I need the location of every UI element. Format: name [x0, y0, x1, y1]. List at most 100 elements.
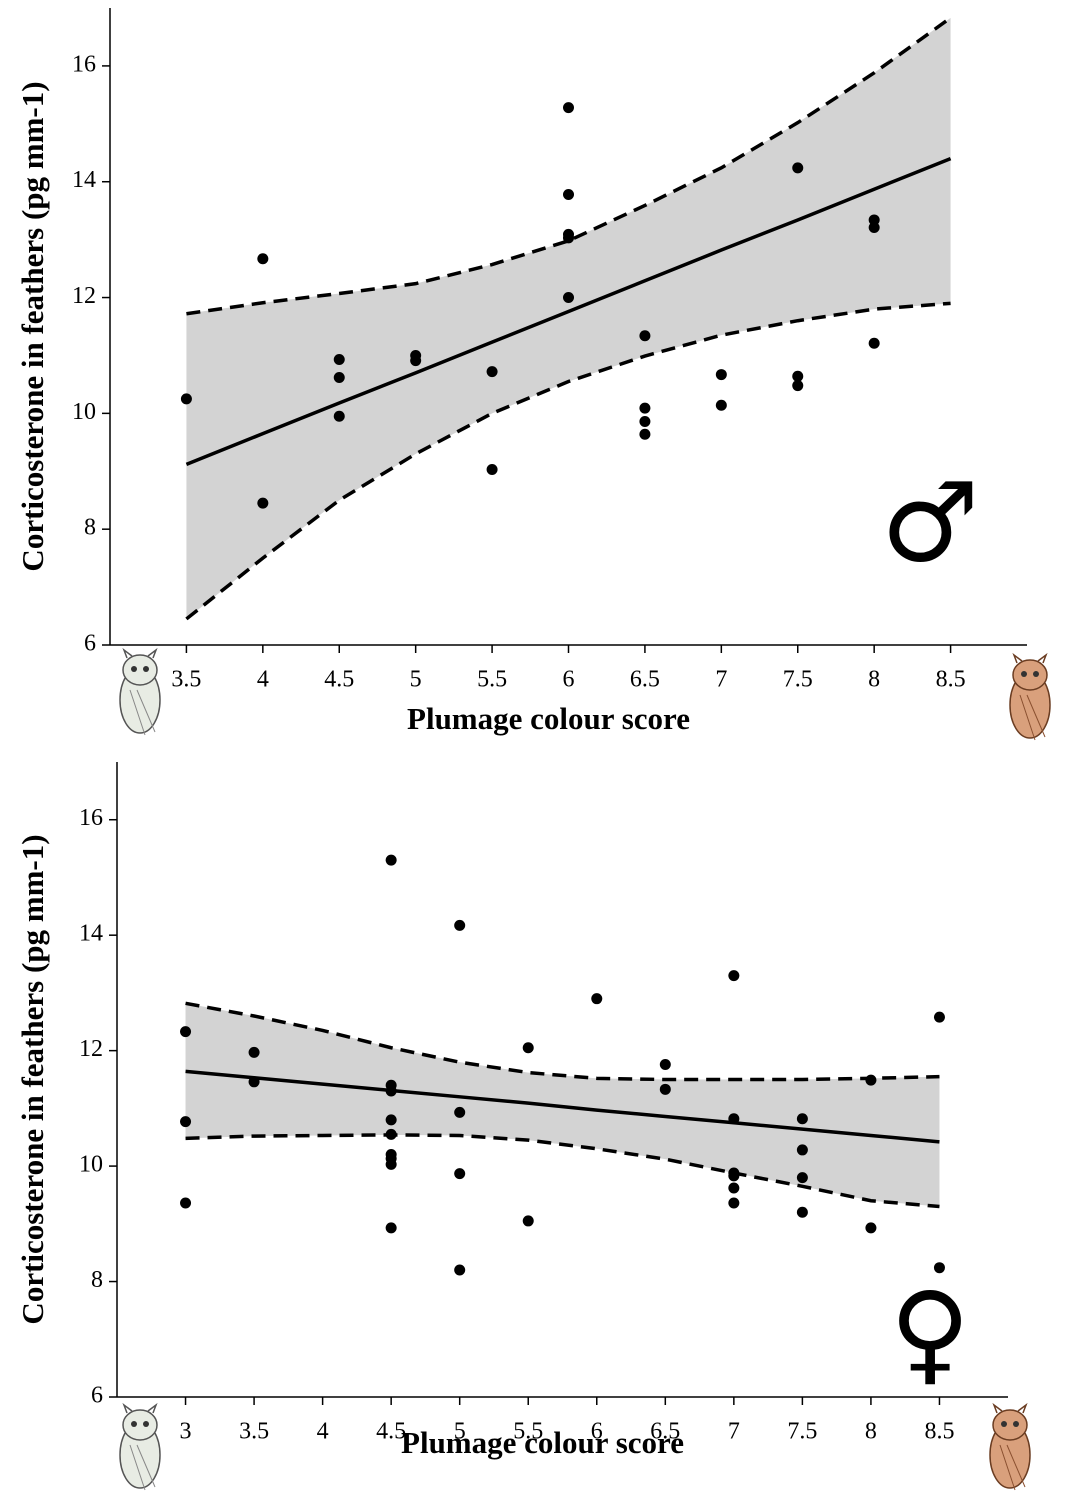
owl-rufous: [989, 1402, 1031, 1491]
data-point: [180, 1197, 192, 1209]
data-point: [933, 1011, 945, 1023]
x-axis-label: Plumage colour score: [407, 701, 690, 736]
data-point: [591, 993, 603, 1005]
x-tick-label: 6: [563, 667, 575, 693]
data-point: [659, 1058, 671, 1070]
data-point: [796, 1206, 808, 1218]
x-tick-label: 3: [180, 1419, 192, 1445]
data-point: [728, 970, 740, 982]
owl-grey: [119, 1402, 161, 1491]
data-point: [868, 337, 880, 349]
data-point: [792, 162, 804, 174]
x-tick-label: 8: [865, 1419, 877, 1445]
x-tick-label: 7.5: [787, 1419, 817, 1445]
data-point: [728, 1170, 740, 1182]
data-point: [796, 1113, 808, 1125]
fit-line: [185, 1069, 940, 1144]
data-point: [563, 102, 574, 114]
y-tick-label: 8: [84, 515, 96, 541]
x-tick-label: 7: [715, 667, 727, 693]
x-tick-label: 4: [317, 1419, 329, 1445]
confidence-band: [186, 17, 951, 619]
data-point: [248, 1046, 260, 1058]
x-tick-label: 5: [454, 1419, 466, 1445]
x-tick-label: 7: [728, 1419, 740, 1445]
data-point: [257, 497, 269, 509]
fit-line: [185, 156, 952, 466]
data-point: [486, 464, 498, 476]
x-tick-label: 6.5: [650, 1419, 680, 1445]
y-tick-label: 16: [79, 805, 103, 831]
data-point: [563, 188, 574, 200]
x-axis-label: Plumage colour score: [401, 1425, 684, 1460]
data-point: [385, 1222, 397, 1234]
data-point: [868, 221, 880, 233]
data-point: [180, 393, 192, 405]
data-point: [792, 380, 804, 392]
data-point: [454, 1168, 466, 1180]
data-point: [563, 292, 574, 304]
data-point: [180, 1026, 192, 1038]
data-point: [659, 1083, 671, 1095]
data-point: [865, 1074, 877, 1086]
data-point: [728, 1182, 740, 1194]
x-tick-label: 7.5: [783, 667, 813, 693]
x-tick-label: 8.5: [936, 667, 966, 693]
y-tick-label: 6: [91, 1383, 103, 1409]
data-point: [639, 428, 651, 440]
x-tick-label: 4.5: [324, 667, 354, 693]
data-point: [454, 1106, 466, 1118]
x-tick-label: 8: [868, 667, 880, 693]
data-point: [796, 1144, 808, 1156]
owl-rufous: [1009, 652, 1051, 741]
lower-ci: [185, 301, 951, 621]
x-tick-label: 6.5: [630, 667, 660, 693]
x-tick-label: 5.5: [477, 667, 507, 693]
data-point: [639, 415, 651, 427]
data-point: [385, 854, 397, 866]
data-point: [385, 1158, 397, 1170]
data-point: [180, 1116, 192, 1128]
y-tick-label: 14: [72, 167, 96, 193]
data-point: [333, 354, 345, 366]
data-point: [454, 919, 466, 931]
x-tick-label: 5: [410, 667, 422, 693]
data-point: [248, 1076, 260, 1088]
data-point: [454, 1264, 466, 1276]
y-tick-label: 12: [72, 283, 96, 309]
x-tick-label: 5.5: [513, 1419, 543, 1445]
data-point: [868, 214, 880, 226]
y-axis-label: Corticosterone in feathers (pg mm-1): [15, 834, 50, 1324]
data-point: [792, 370, 804, 382]
data-point: [639, 330, 651, 342]
x-tick-label: 6: [591, 1419, 603, 1445]
data-point: [563, 232, 574, 244]
data-point: [728, 1113, 740, 1125]
data-point: [865, 1222, 877, 1234]
x-tick-label: 3.5: [171, 667, 201, 693]
y-tick-label: 16: [72, 51, 96, 77]
data-point: [933, 1262, 945, 1274]
data-point: [385, 1085, 397, 1097]
data-point: [333, 410, 345, 422]
data-point: [257, 253, 269, 265]
data-point: [715, 399, 727, 411]
data-point: [385, 1114, 397, 1126]
data-point: [522, 1215, 534, 1227]
data-point: [385, 1128, 397, 1140]
data-point: [728, 1197, 740, 1209]
y-tick-label: 12: [79, 1036, 103, 1062]
x-tick-label: 3.5: [239, 1419, 269, 1445]
x-tick-label: 4.5: [376, 1419, 406, 1445]
upper-ci: [185, 1001, 940, 1082]
x-tick-label: 4: [257, 667, 269, 693]
data-point: [796, 1172, 808, 1184]
sex-symbol: ♂: [881, 458, 980, 586]
y-tick-label: 8: [91, 1267, 103, 1293]
data-point: [333, 371, 345, 383]
sex-symbol: ♀: [890, 1268, 971, 1396]
lower-ci: [185, 1133, 940, 1209]
owl-grey: [119, 647, 161, 736]
x-tick-label: 8.5: [924, 1419, 954, 1445]
data-point: [522, 1042, 534, 1054]
